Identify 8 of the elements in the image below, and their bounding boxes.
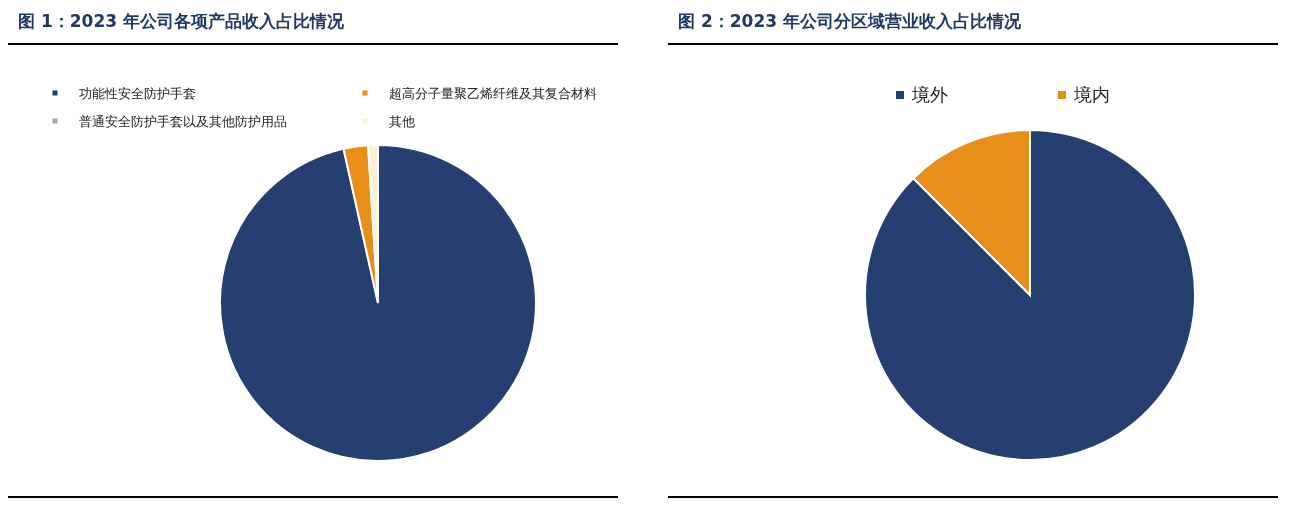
legend-label: 功能性安全防护手套 [79,85,196,101]
legend-label: 境内 [1073,84,1110,106]
legend-label: 超高分子量聚乙烯纤维及其复合材料 [389,85,597,101]
legend-label: 普通安全防护手套以及其他防护用品 [79,113,287,129]
chart-title: 图 2：2023 年公司分区域营业收入占比情况 [678,11,1022,31]
legend-label: 其他 [389,113,415,129]
legend-label: 境外 [911,84,948,106]
chart-title: 图 1：2023 年公司各项产品收入占比情况 [18,11,345,31]
